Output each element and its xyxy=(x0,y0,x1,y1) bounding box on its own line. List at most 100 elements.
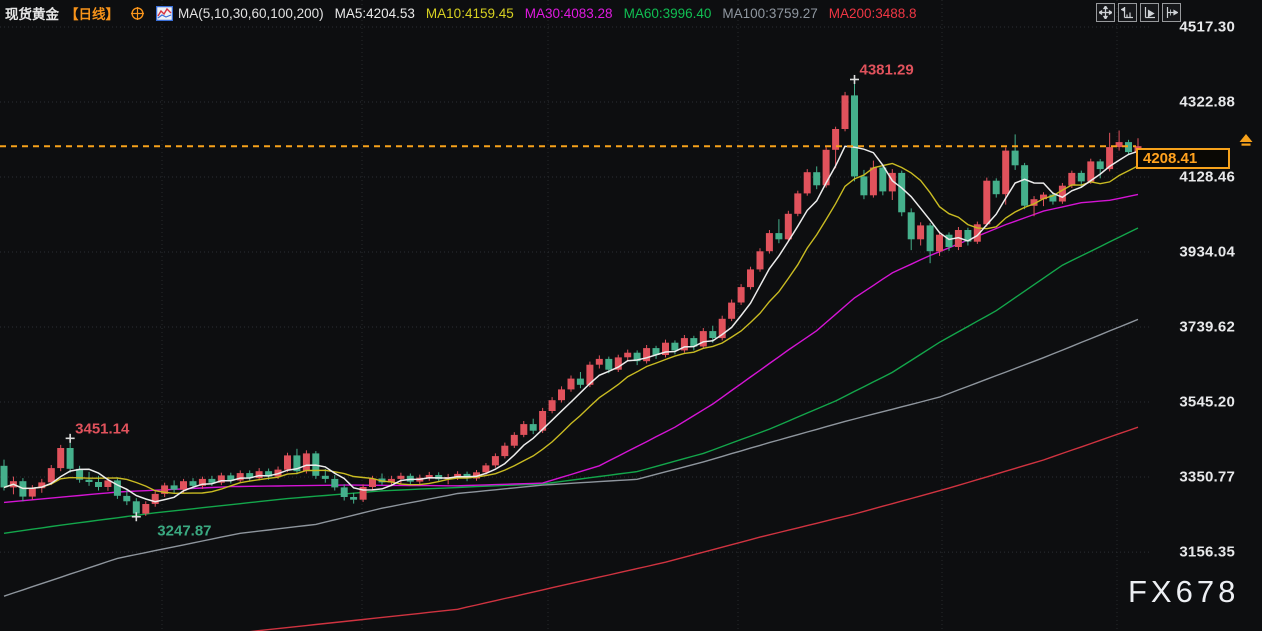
ma60-readout: MA60:3996.40 xyxy=(623,5,712,21)
candle xyxy=(898,172,906,213)
price-annotation: 3247.87 xyxy=(157,523,211,540)
candle xyxy=(501,445,509,457)
candle xyxy=(180,481,187,490)
candle xyxy=(529,424,537,431)
candle xyxy=(662,342,669,355)
candle xyxy=(189,481,197,486)
candle xyxy=(1002,150,1010,195)
candle xyxy=(945,234,953,247)
period-label: 【日线】 xyxy=(65,7,119,22)
candle xyxy=(832,129,840,150)
candle xyxy=(104,480,112,487)
candle xyxy=(860,176,868,196)
candle xyxy=(652,348,660,355)
candle xyxy=(973,224,981,242)
price-annotation: 3451.14 xyxy=(75,420,130,437)
candle xyxy=(954,230,962,247)
candle xyxy=(765,233,773,252)
candle xyxy=(28,488,36,497)
price-annotation: 4381.29 xyxy=(860,61,914,78)
candle xyxy=(123,495,131,502)
candle xyxy=(841,95,849,129)
candle xyxy=(151,493,159,504)
candle xyxy=(113,480,121,496)
last-price-value: 4208.41 xyxy=(1143,150,1198,168)
watermark: FX678 xyxy=(1128,574,1240,609)
ma10-line xyxy=(3,162,1139,495)
go-to-latest-icon[interactable] xyxy=(1162,3,1181,22)
candle xyxy=(217,475,225,483)
last-price-tag: 4208.41 xyxy=(1136,148,1230,170)
candle xyxy=(170,485,178,490)
ma200-line xyxy=(249,426,1139,631)
axis-autoscale-icon[interactable] xyxy=(1140,3,1159,22)
candle xyxy=(95,482,102,487)
candle xyxy=(208,478,216,483)
candle xyxy=(425,475,433,478)
candle xyxy=(926,225,934,252)
axis-label: 3545.20 xyxy=(1179,393,1235,411)
candle xyxy=(1106,147,1114,170)
candle xyxy=(331,478,339,488)
axis-label: 3739.62 xyxy=(1179,318,1235,336)
chart-header: 现货黄金 【日线】 MA(5,10,30,60,100,200) MA5:420… xyxy=(5,0,917,26)
axis-label: 3156.35 xyxy=(1179,543,1235,561)
candle xyxy=(917,225,925,240)
candle xyxy=(1087,161,1095,182)
candle xyxy=(321,475,329,479)
candle xyxy=(576,378,584,385)
ma-settings-label: MA(5,10,30,60,100,200) xyxy=(178,5,324,21)
candle xyxy=(548,400,556,411)
candle xyxy=(1049,194,1057,202)
candle xyxy=(1040,194,1047,200)
candle xyxy=(567,378,575,390)
candle xyxy=(1030,199,1038,206)
candles-layer xyxy=(0,79,1142,517)
candle xyxy=(491,456,499,466)
candle xyxy=(265,471,273,477)
candle xyxy=(284,455,291,470)
compass-icon[interactable] xyxy=(130,6,145,21)
candle xyxy=(340,487,348,497)
candle xyxy=(473,472,480,479)
candle xyxy=(142,504,150,514)
candle xyxy=(539,411,547,431)
candle xyxy=(813,172,821,186)
candle xyxy=(728,302,736,319)
candle xyxy=(1115,142,1123,148)
axis-scale-left-icon[interactable] xyxy=(1118,3,1137,22)
ma10-readout: MA10:4159.45 xyxy=(425,5,514,21)
candle xyxy=(1077,172,1085,182)
candle xyxy=(293,455,301,472)
grid-layer xyxy=(0,0,1152,631)
candle xyxy=(38,482,46,489)
candle xyxy=(680,338,688,351)
price-up-arrow-icon xyxy=(1238,134,1254,148)
chart-type-icon[interactable] xyxy=(156,5,173,21)
candle xyxy=(198,478,206,486)
axis-label: 4517.30 xyxy=(1179,18,1235,36)
candle xyxy=(888,172,896,192)
candle xyxy=(57,448,65,469)
candle xyxy=(350,497,358,500)
candle xyxy=(756,251,764,270)
candle xyxy=(614,357,622,370)
candle xyxy=(775,233,783,240)
candle xyxy=(520,424,528,435)
ma5-readout: MA5:4204.53 xyxy=(334,5,415,21)
candle xyxy=(1096,161,1104,170)
annotation-layer: 3451.14 3247.87 4381.29 xyxy=(65,61,914,540)
candle xyxy=(879,167,887,192)
fast-ma-layer xyxy=(3,145,1139,503)
axis-label: 3350.77 xyxy=(1179,468,1235,486)
candle xyxy=(699,331,707,347)
candle xyxy=(302,453,310,472)
candle xyxy=(236,473,244,481)
candle xyxy=(369,478,376,487)
move-tool-icon[interactable] xyxy=(1096,3,1115,22)
candle xyxy=(794,193,802,214)
candle xyxy=(510,434,518,446)
candle xyxy=(690,338,698,347)
